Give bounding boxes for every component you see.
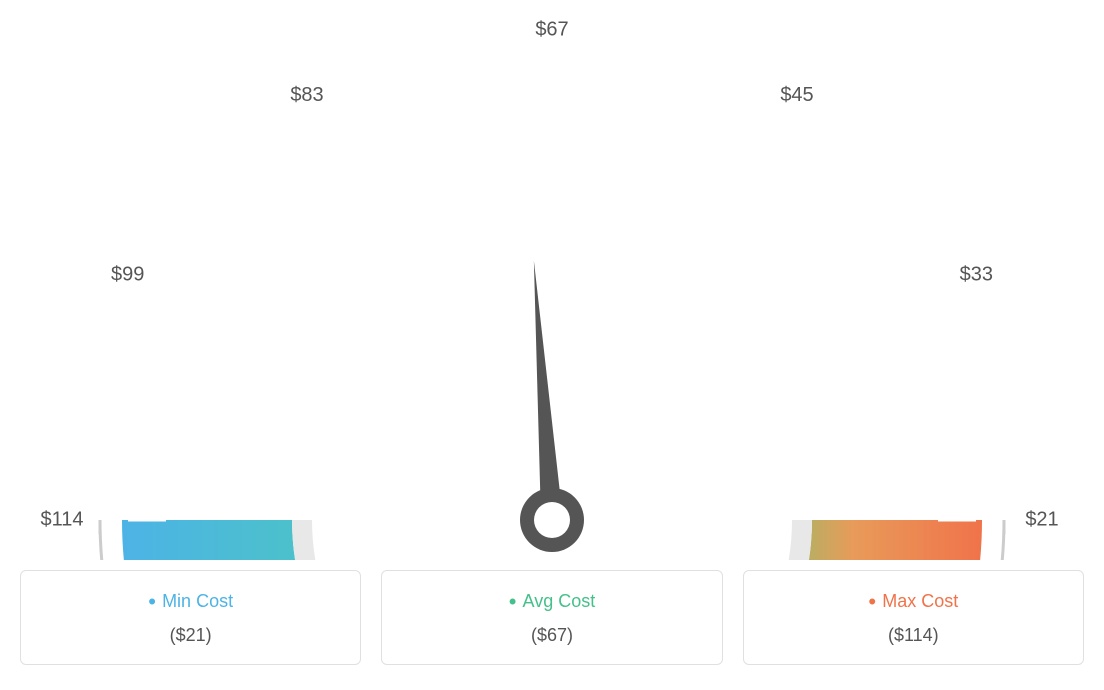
legend-max-value: ($114) xyxy=(754,625,1073,646)
svg-text:$33: $33 xyxy=(960,263,993,285)
legend-min-value: ($21) xyxy=(31,625,350,646)
svg-text:$21: $21 xyxy=(1025,508,1058,530)
svg-text:$83: $83 xyxy=(290,84,323,106)
svg-text:$99: $99 xyxy=(111,263,144,285)
gauge-svg: $21 $33 $45 $67 $83 $99 $114 xyxy=(20,20,1084,560)
legend-avg-title: Avg Cost xyxy=(392,589,711,615)
svg-text:$67: $67 xyxy=(535,20,568,40)
legend-min-title: Min Cost xyxy=(31,589,350,615)
legend-avg-box: Avg Cost ($67) xyxy=(381,570,722,665)
legend-min-box: Min Cost ($21) xyxy=(20,570,361,665)
legend-max-title: Max Cost xyxy=(754,589,1073,615)
legend-avg-value: ($67) xyxy=(392,625,711,646)
legend-row: Min Cost ($21) Avg Cost ($67) Max Cost (… xyxy=(20,570,1084,665)
svg-text:$45: $45 xyxy=(780,84,813,106)
cost-gauge: $21 $33 $45 $67 $83 $99 $114 xyxy=(20,20,1084,560)
legend-max-box: Max Cost ($114) xyxy=(743,570,1084,665)
svg-text:$114: $114 xyxy=(40,508,83,530)
